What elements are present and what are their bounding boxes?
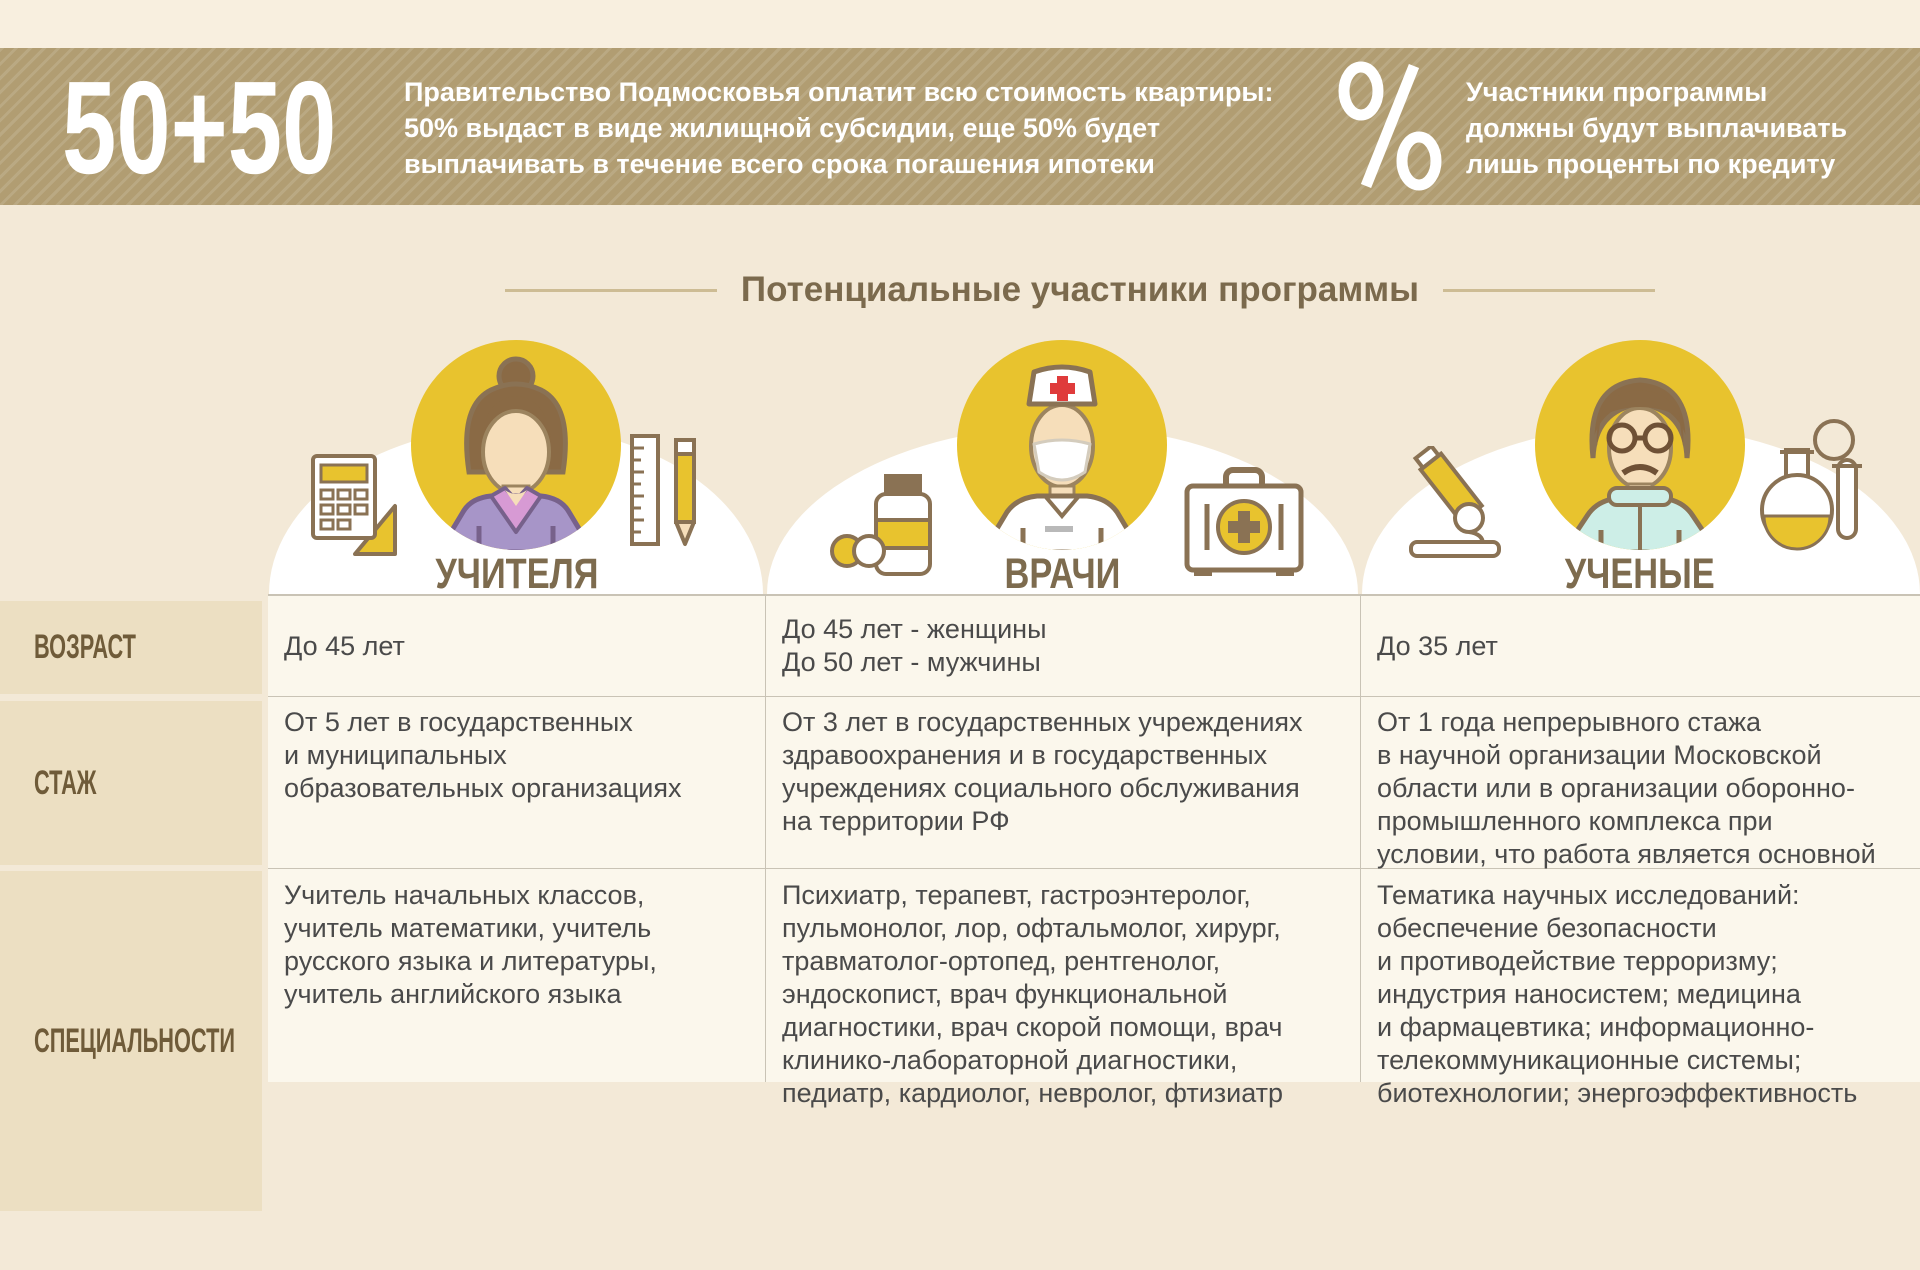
row-divider-1 xyxy=(268,696,1920,697)
experience-scientists-cell: От 1 года непрерывного стажа в научной о… xyxy=(1377,707,1876,869)
calculator-ruler-icon xyxy=(311,454,397,556)
top-strip xyxy=(0,0,1920,48)
scientist-avatar xyxy=(1535,340,1745,550)
ruler-pencil-icon xyxy=(630,434,696,546)
section-title-row: Потенциальные участники программы xyxy=(160,268,1920,312)
doctor-avatar xyxy=(957,340,1167,550)
row-label-experience: СТАЖ xyxy=(0,701,262,865)
specialties-doctors-cell: Психиатр, терапевт, гастроэнтеролог, пул… xyxy=(782,880,1284,1108)
flasks-icon xyxy=(1760,419,1862,551)
program-terms-banner: 50+50 Правительство Подмосковья оплатит … xyxy=(0,48,1920,205)
column-header-teachers: УЧИТЕЛЯ xyxy=(434,549,599,598)
microscope-icon xyxy=(1409,446,1501,558)
column-header-scientists: УЧЕНЫЕ xyxy=(1564,549,1715,598)
social-mortgage-infographic: { "banner": { "big_number": "50+50", "le… xyxy=(0,0,1920,1211)
row-label-age: ВОЗРАСТ xyxy=(0,601,262,694)
pills-icon xyxy=(830,474,932,576)
section-title: Потенциальные участники программы xyxy=(740,270,1420,309)
age-doctors-cell: До 45 лет - женщины До 50 лет - мужчины xyxy=(782,614,1047,677)
row-divider-2 xyxy=(268,868,1920,869)
experience-teachers-cell: От 5 лет в государственных и муниципальн… xyxy=(284,707,682,803)
percent-icon xyxy=(1338,61,1442,191)
row-label-specialties: СПЕЦИАЛЬНОСТИ xyxy=(0,871,262,1211)
column-divider-1 xyxy=(765,596,766,1082)
banner-left-text: Правительство Подмосковья оплатит всю ст… xyxy=(404,77,1274,179)
experience-doctors-cell: От 3 лет в государственных учреждениях з… xyxy=(782,707,1303,836)
age-teachers-cell: До 45 лет xyxy=(284,630,405,661)
teacher-avatar xyxy=(411,340,621,550)
age-scientists-cell: До 35 лет xyxy=(1377,630,1498,661)
banner-right-text: Участники программы должны будут выплачи… xyxy=(1466,77,1848,179)
fifty-plus-fifty-number: 50+50 xyxy=(62,54,337,201)
title-line-right xyxy=(1443,288,1656,292)
specialties-scientists-cell: Тематика научных исследований: обеспечен… xyxy=(1377,880,1858,1108)
column-header-doctors: ВРАЧИ xyxy=(1004,549,1121,598)
first-aid-kit-icon xyxy=(1184,467,1304,576)
participants-table: До 45 лет До 45 лет - женщины До 50 лет … xyxy=(268,594,1920,1108)
title-line-left xyxy=(504,288,717,292)
specialties-teachers-cell: Учитель начальных классов, учитель матем… xyxy=(284,880,657,1009)
column-divider-2 xyxy=(1360,596,1361,1082)
